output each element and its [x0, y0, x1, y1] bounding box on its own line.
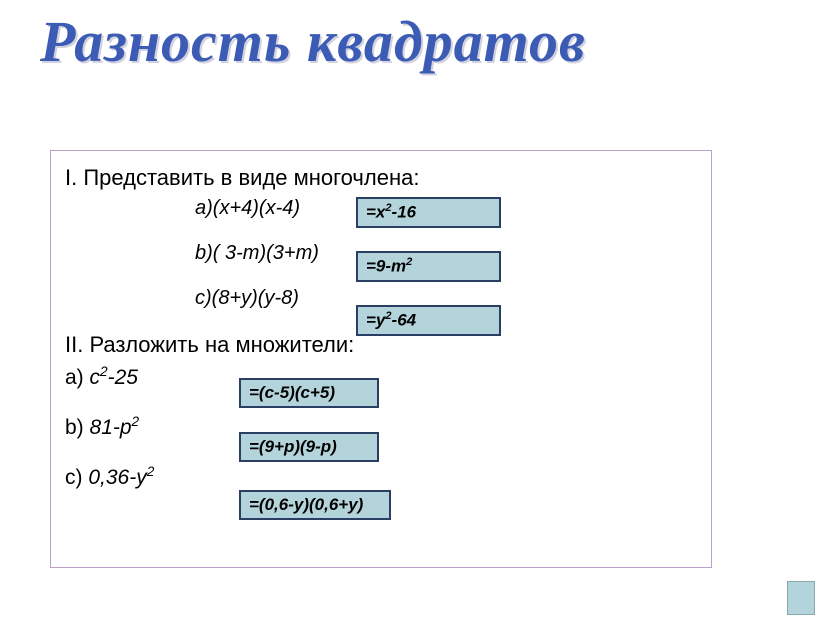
- s2-item-a: a) c2-25: [65, 364, 697, 390]
- section2-heading: II. Разложить на множители:: [65, 332, 697, 358]
- answer-2c: =(0,6-y)(0,6+y): [239, 490, 391, 520]
- s2-item-b-expr: 81-p2: [90, 416, 140, 439]
- nav-next-icon[interactable]: [787, 581, 815, 615]
- answer-1b: =9-m2: [356, 251, 501, 282]
- s2-item-a-label: a): [65, 366, 90, 389]
- answer-1a: =x2-16: [356, 197, 501, 228]
- section1-heading: I. Представить в виде многочлена:: [65, 165, 697, 191]
- answer-2b: =(9+p)(9-p): [239, 432, 379, 462]
- s2-item-c: c) 0,36-y2: [65, 464, 697, 490]
- answer-1c: =y2-64: [356, 305, 501, 336]
- answer-2a: =(c-5)(c+5): [239, 378, 379, 408]
- s2-item-a-expr: c2-25: [90, 366, 138, 389]
- s2-item-b-label: b): [65, 416, 90, 439]
- s2-item-c-expr: 0,36-y2: [88, 466, 154, 489]
- s2-item-c-label: c): [65, 466, 88, 489]
- s2-item-b: b) 81-p2: [65, 414, 697, 440]
- page-title: Разность квадратов: [40, 8, 586, 75]
